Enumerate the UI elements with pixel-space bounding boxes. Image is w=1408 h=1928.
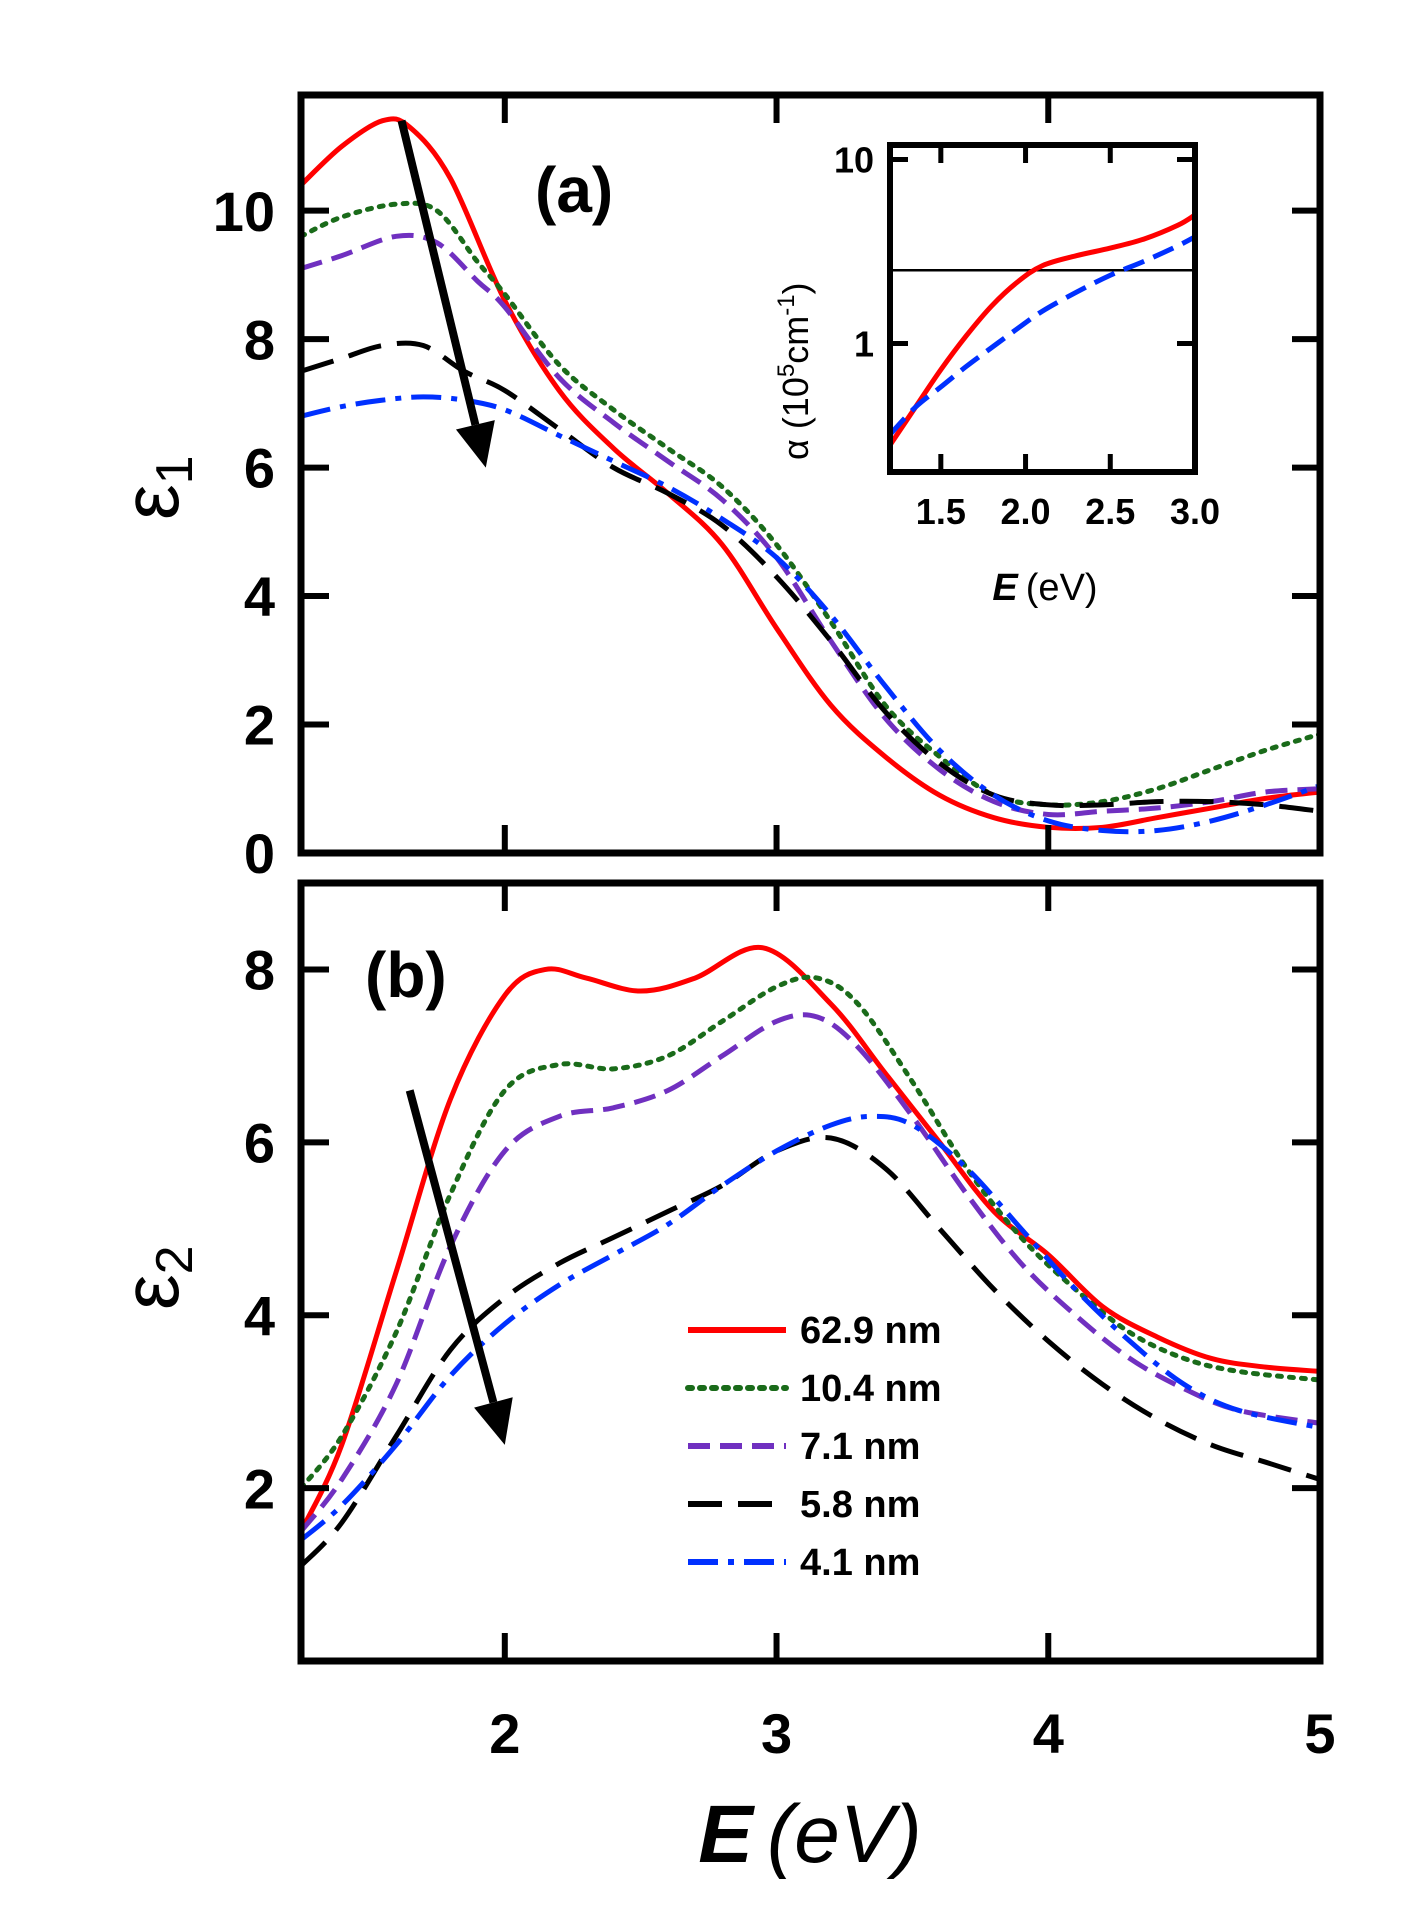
panel-a-ytick-label: 10 xyxy=(213,180,275,243)
inset-xlabel-units: (eV) xyxy=(1026,567,1098,609)
panel-a-ylabel: ε1 xyxy=(106,455,204,520)
panel-b-ylabel-sub: 2 xyxy=(146,1245,204,1274)
panel-a-series-62-9-nm xyxy=(301,116,1320,832)
panel-b-series-7-1-nm xyxy=(301,1012,1320,1533)
inset-frame xyxy=(887,142,1198,475)
panel-a-arrow xyxy=(397,119,495,468)
panel-a-series-4-1-nm xyxy=(301,394,1320,835)
panel-inset-ytick-label: 1 xyxy=(854,323,874,364)
inset-ylabel: α (105cm-1) xyxy=(773,282,816,460)
panel-b-label: (b) xyxy=(365,939,447,1011)
inset-ylabel-sup2: -1 xyxy=(773,294,800,315)
panel-a-ytick-label: 0 xyxy=(244,822,275,885)
panel-b-series-10-4-nm xyxy=(301,974,1320,1491)
legend-label: 5.8 nm xyxy=(800,1484,920,1526)
panel-b-ytick-label: 4 xyxy=(244,1284,275,1347)
panel-a-arrow-shaft xyxy=(397,119,480,426)
panel-a-ylabel-sub: 1 xyxy=(146,455,204,484)
panel-a-series-10-4-nm xyxy=(301,200,1320,808)
inset-panel: 1 10 1.5 2.0 2.5 3.0 α (105cm-1) E (eV) xyxy=(773,140,1220,609)
panel-inset-series-62-9-nm xyxy=(890,212,1195,447)
inset-ylabel-close: ) xyxy=(775,282,816,294)
panel-b-xtick-label: 3 xyxy=(761,1702,792,1765)
panel-b-arrow-head xyxy=(474,1397,513,1445)
panel-b-arrow xyxy=(405,1089,513,1445)
panel-a-ticks: 0 2 4 6 8 10 xyxy=(213,95,1323,885)
panel-a-curves xyxy=(301,116,1320,835)
x-axis-title: E (eV) xyxy=(698,1789,922,1880)
panel-inset-xtick-label: 2.0 xyxy=(1001,491,1051,532)
inset-ylabel-cm: cm xyxy=(775,316,816,364)
legend-label: 7.1 nm xyxy=(800,1426,920,1468)
panel-b-ytick-label: 6 xyxy=(244,1111,275,1174)
panel-b-ticks: 2 4 6 8 2 3 4 5 xyxy=(244,883,1336,1765)
panel-a-label: (a) xyxy=(535,154,613,226)
inset-curves xyxy=(890,212,1195,447)
legend-label: 10.4 nm xyxy=(800,1368,942,1410)
panel-b-ylabel: ε2 xyxy=(106,1245,204,1310)
panel-inset-ytick-label: 10 xyxy=(834,140,874,181)
panel-b-ylabel-main: ε xyxy=(106,1274,195,1310)
inset-ylabel-sup: 5 xyxy=(773,364,800,377)
inset-ticks: 1 10 1.5 2.0 2.5 3.0 xyxy=(834,140,1220,532)
panel-a-frame xyxy=(297,91,1324,857)
x-axis-title-e: E xyxy=(698,1789,755,1880)
legend-label: 4.1 nm xyxy=(800,1542,920,1584)
panel-inset-xtick-label: 3.0 xyxy=(1170,491,1220,532)
panel-a-arrow-head xyxy=(455,420,495,468)
inset-xlabel-e: E xyxy=(992,567,1019,609)
panel-b-ytick-label: 8 xyxy=(244,939,275,1002)
panel-a-ylabel-main: ε xyxy=(106,484,195,520)
panel-a-ytick-label: 2 xyxy=(244,694,275,757)
panel-a-ytick-label: 4 xyxy=(244,565,275,628)
panel-b-series-62-9-nm xyxy=(301,944,1320,1533)
panel-b-arrow-shaft xyxy=(405,1089,498,1404)
panel-inset-xtick-label: 2.5 xyxy=(1085,491,1135,532)
panel-b-xtick-label: 2 xyxy=(489,1702,520,1765)
panel-b-frame xyxy=(297,879,1324,1665)
panel-a-ytick-label: 6 xyxy=(244,437,275,500)
legend: 62.9 nm 10.4 nm 7.1 nm 5.8 nm 4.1 nm xyxy=(685,1310,942,1584)
panel-a-series-5-8-nm xyxy=(301,340,1320,814)
panel-inset-xtick-label: 1.5 xyxy=(916,491,966,532)
panel-b-xtick-label: 5 xyxy=(1304,1702,1335,1765)
x-axis-title-units: (eV) xyxy=(767,1789,922,1880)
panel-b-series-4-1-nm xyxy=(301,1113,1320,1542)
panel-a-ytick-label: 8 xyxy=(244,308,275,371)
panel-inset-series-4-1-nm xyxy=(890,234,1195,437)
panel-b-xtick-label: 4 xyxy=(1033,1702,1064,1765)
legend-label: 62.9 nm xyxy=(800,1310,942,1352)
panel-b-ytick-label: 2 xyxy=(244,1457,275,1520)
inset-ylabel-alpha: α (10 xyxy=(775,377,816,460)
inset-xlabel: E (eV) xyxy=(992,567,1097,609)
